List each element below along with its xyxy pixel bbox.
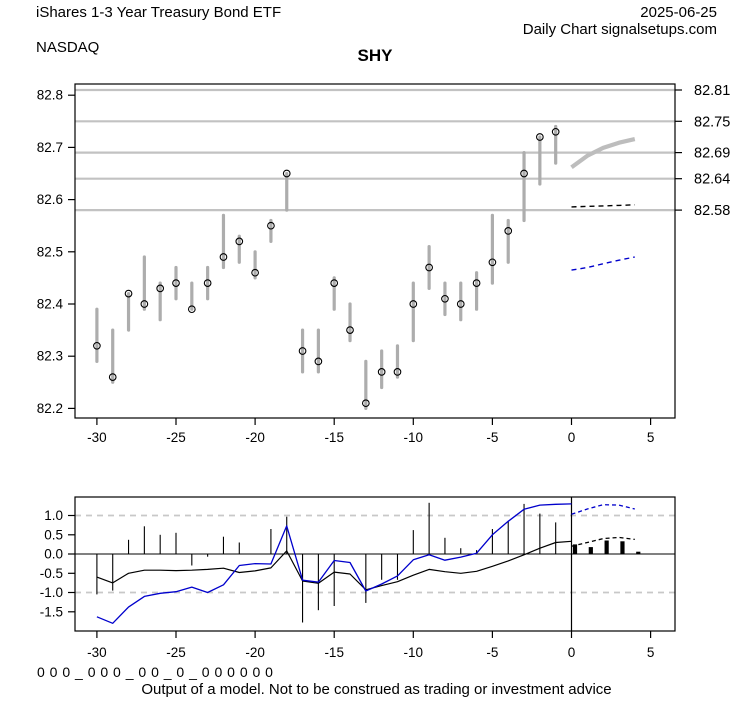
price-right-level-label: 82.75 [694, 114, 730, 130]
osc-blue-line [96, 503, 572, 624]
price-close-marker [108, 373, 117, 381]
price-right-level-label: 82.69 [694, 146, 730, 162]
price-x-tick-label: 5 [647, 430, 655, 445]
price-close-marker [456, 300, 465, 308]
price-close-marker [251, 268, 259, 277]
price-close-marker [536, 133, 544, 141]
price-close-marker [551, 127, 560, 136]
price-plot-border [74, 83, 676, 419]
price-x-tick-label: -5 [486, 430, 498, 445]
forecast-blue-dashed [571, 256, 635, 271]
osc-x-tick-label: -5 [486, 645, 498, 660]
price-close-marker [235, 237, 244, 246]
price-left-tick-label: 82.3 [37, 349, 63, 364]
price-close-marker [520, 169, 528, 178]
price-close-marker [377, 368, 386, 376]
price-close-marker [298, 347, 307, 355]
symbol-title: SHY [357, 46, 393, 65]
osc-x-tick-label: 0 [568, 645, 576, 660]
price-close-marker [425, 263, 433, 272]
osc-plot-border [74, 496, 676, 632]
price-left-tick-label: 82.7 [37, 140, 63, 155]
instrument-name: iShares 1-3 Year Treasury Bond ETF [36, 4, 282, 21]
osc-left-tick-label: -1.5 [40, 604, 63, 619]
price-close-marker [124, 289, 133, 298]
price-close-marker [504, 227, 513, 235]
price-close-marker [203, 279, 212, 287]
price-x-tick-label: -25 [166, 430, 186, 445]
price-left-tick-label: 82.8 [37, 88, 63, 103]
price-close-marker [346, 326, 354, 334]
osc-x-tick-label: -15 [324, 645, 344, 660]
osc-black-line [96, 540, 572, 591]
price-right-level-label: 82.81 [694, 83, 730, 99]
price-right-level-label: 82.58 [694, 203, 730, 219]
forecast-black-dashed [571, 204, 635, 208]
price-close-marker [472, 279, 481, 287]
forecast-gray-curve [570, 137, 636, 169]
chart-date: 2025-06-25 [640, 4, 717, 21]
price-x-tick-label: -30 [87, 430, 107, 445]
osc-left-tick-label: 0.0 [44, 547, 63, 562]
price-close-marker [172, 279, 180, 287]
price-close-marker [409, 300, 418, 308]
osc-left-tick-label: 0.5 [44, 527, 63, 542]
price-close-marker [219, 253, 228, 261]
price-close-marker [488, 258, 497, 267]
osc-blue-dashed-forecast [571, 504, 635, 515]
price-close-marker [441, 294, 449, 303]
osc-left-tick-label: 1.0 [44, 508, 63, 523]
price-close-marker [187, 305, 196, 314]
price-right-level-label: 82.64 [694, 172, 730, 188]
price-close-marker [140, 300, 149, 308]
price-left-tick-label: 82.5 [37, 244, 63, 259]
price-close-marker [93, 341, 101, 350]
osc-left-tick-label: -0.5 [40, 566, 63, 581]
disclaimer-text: Output of a model. Not to be construed a… [141, 681, 612, 698]
osc-x-tick-label: -25 [166, 645, 186, 660]
price-close-marker [156, 284, 165, 293]
price-close-marker [282, 169, 291, 178]
osc-left-tick-label: -1.0 [40, 585, 63, 600]
price-close-marker [361, 399, 370, 408]
osc-x-tick-label: -20 [245, 645, 265, 660]
price-x-tick-label: -20 [245, 430, 265, 445]
osc-x-tick-label: 5 [647, 645, 655, 660]
price-x-tick-label: -10 [404, 430, 424, 445]
price-close-marker [267, 221, 275, 230]
price-close-marker [330, 279, 339, 287]
price-left-tick-label: 82.4 [37, 297, 64, 312]
osc-x-tick-label: -30 [87, 645, 107, 660]
osc-x-tick-label: -10 [404, 645, 424, 660]
price-x-tick-label: 0 [568, 430, 576, 445]
price-close-marker [314, 357, 323, 366]
price-x-tick-label: -15 [324, 430, 344, 445]
price-left-tick-label: 82.6 [37, 192, 63, 207]
price-left-tick-label: 82.2 [37, 401, 63, 416]
exchange-label: NASDAQ [36, 39, 100, 56]
signal-string: 0 0 0 _ 0 0 0 _ 0 0 _ 0 _ 0 0 0 0 0 0 [37, 664, 274, 680]
osc-black-dashed-forecast [571, 536, 635, 547]
price-close-marker [393, 368, 402, 376]
source-caption: Daily Chart signalsetups.com [522, 21, 717, 38]
